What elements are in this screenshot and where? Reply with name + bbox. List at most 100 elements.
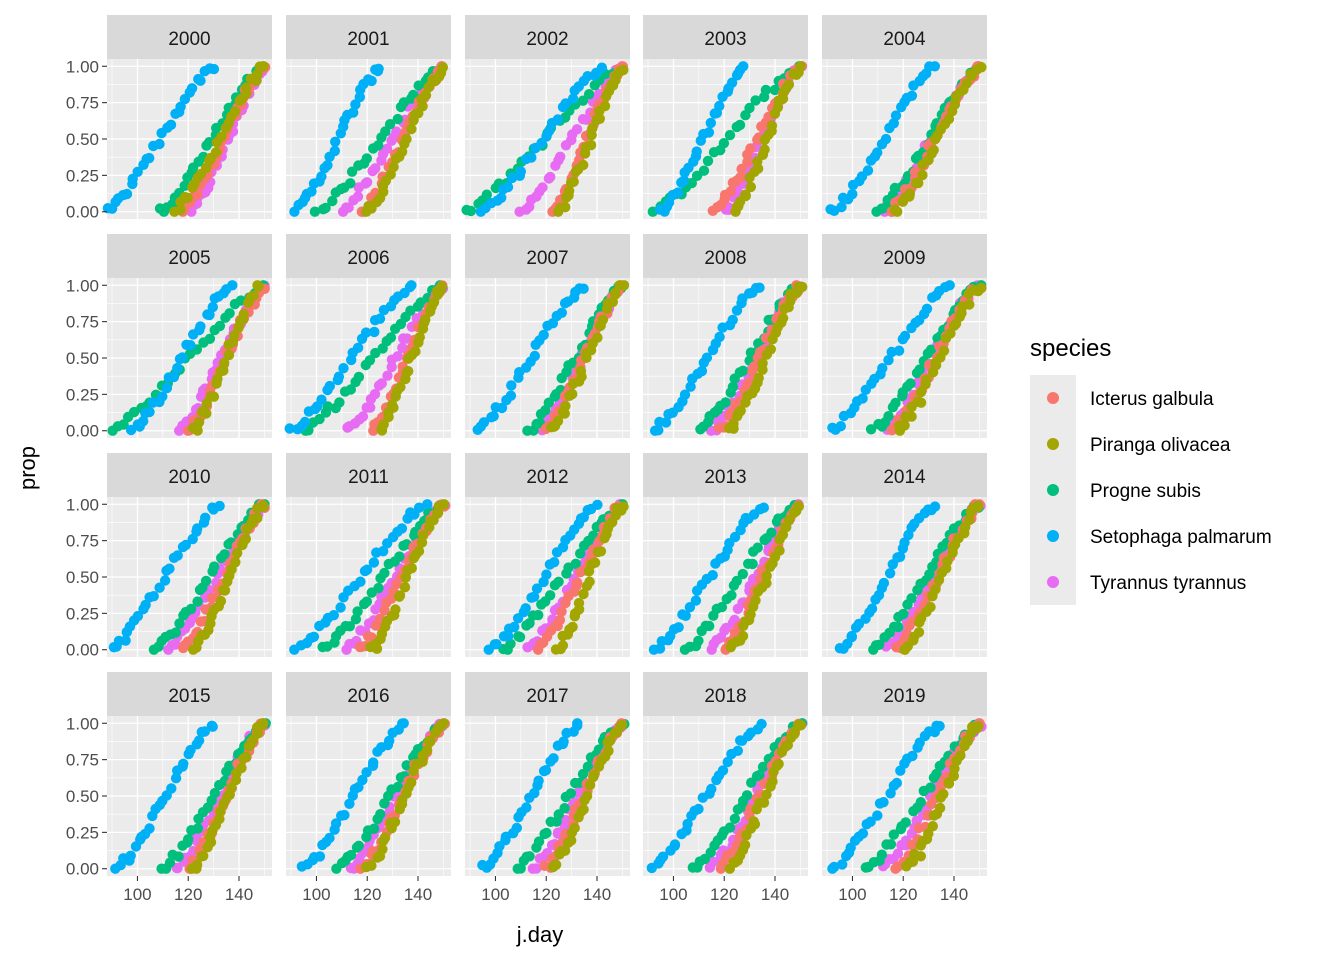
data-point-progne-subis: [481, 189, 492, 200]
data-point-setophaga-palmarum: [185, 340, 196, 351]
data-point-piranga-olivacea: [618, 280, 630, 291]
y-axis-tick-labels: 0.00 0.25 0.50 0.75 1.00 0.00 0.25 0.50 0.75 1.00…: [66, 57, 107, 879]
data-point-setophaga-palmarum: [180, 539, 191, 551]
data-point-piranga-olivacea: [783, 514, 795, 526]
data-point-piranga-olivacea: [573, 597, 585, 609]
data-point-piranga-olivacea: [378, 419, 389, 430]
data-point-progne-subis: [118, 419, 129, 430]
data-point-progne-subis: [353, 371, 365, 383]
data-point-progne-subis: [931, 768, 942, 780]
data-point-piranga-olivacea: [567, 388, 578, 400]
data-point-setophaga-palmarum: [572, 718, 583, 729]
data-point-piranga-olivacea: [191, 859, 203, 871]
data-point-progne-subis: [392, 113, 403, 125]
data-point-progne-subis: [384, 119, 396, 130]
data-point-setophaga-palmarum: [717, 765, 729, 776]
data-point-tyrannus-tyrannus: [555, 151, 566, 162]
data-point-icterus-galbula: [742, 156, 753, 168]
data-point-piranga-olivacea: [201, 408, 212, 419]
data-point-piranga-olivacea: [210, 147, 222, 158]
data-point-piranga-olivacea: [413, 546, 425, 557]
y-axis-title: prop: [15, 446, 40, 490]
data-point-piranga-olivacea: [390, 604, 401, 615]
data-point-tyrannus-tyrannus: [382, 370, 393, 381]
data-point-progne-subis: [309, 206, 321, 217]
data-point-setophaga-palmarum: [324, 832, 335, 844]
facet-strip: [286, 453, 451, 497]
data-point-setophaga-palmarum: [192, 523, 203, 534]
data-point-setophaga-palmarum: [207, 301, 218, 313]
data-point-setophaga-palmarum: [685, 381, 696, 392]
data-point-progne-subis: [720, 397, 731, 408]
data-point-progne-subis: [392, 781, 404, 793]
data-point-tyrannus-tyrannus: [170, 639, 181, 650]
data-point-setophaga-palmarum: [526, 152, 537, 163]
data-point-tyrannus-tyrannus: [531, 863, 542, 874]
data-point-setophaga-palmarum: [168, 371, 180, 383]
data-point-piranga-olivacea: [379, 832, 391, 843]
facet-panel-2016: 2016: [286, 672, 451, 876]
data-point-piranga-olivacea: [748, 816, 759, 827]
data-point-piranga-olivacea: [892, 206, 903, 217]
data-point-setophaga-palmarum: [172, 362, 183, 374]
data-point-progne-subis: [582, 761, 594, 772]
facet-strip: [107, 234, 272, 278]
data-point-setophaga-palmarum: [369, 326, 380, 338]
facet-panel-2000: 2000: [102, 15, 272, 219]
data-point-piranga-olivacea: [257, 718, 268, 729]
points-2018: [646, 718, 808, 874]
data-point-setophaga-palmarum: [200, 512, 211, 523]
data-point-progne-subis: [192, 823, 204, 834]
data-point-piranga-olivacea: [605, 735, 616, 746]
y-tick-label: 0.50: [66, 787, 99, 806]
data-point-piranga-olivacea: [618, 501, 629, 512]
data-point-setophaga-palmarum: [352, 342, 364, 353]
data-point-tyrannus-tyrannus: [370, 163, 381, 174]
y-tick-label: 0.50: [66, 130, 99, 149]
data-point-setophaga-palmarum: [177, 352, 188, 363]
data-point-tyrannus-tyrannus: [376, 378, 387, 389]
data-point-progne-subis: [876, 849, 888, 860]
data-point-setophaga-palmarum: [338, 363, 349, 374]
data-point-piranga-olivacea: [403, 366, 414, 377]
data-point-setophaga-palmarum: [837, 859, 848, 870]
data-point-setophaga-palmarum: [413, 502, 425, 513]
data-point-setophaga-palmarum: [657, 851, 669, 862]
legend-label: Progne subis: [1090, 481, 1201, 502]
data-point-piranga-olivacea: [389, 816, 401, 828]
data-point-setophaga-palmarum: [906, 90, 918, 102]
data-point-setophaga-palmarum: [894, 551, 906, 562]
data-point-setophaga-palmarum: [865, 816, 876, 827]
data-point-setophaga-palmarum: [207, 721, 218, 732]
facet-strip-label: 2011: [348, 467, 389, 488]
data-point-progne-subis: [200, 575, 212, 587]
data-point-piranga-olivacea: [232, 547, 243, 559]
data-point-piranga-olivacea: [550, 859, 562, 870]
data-point-piranga-olivacea: [925, 601, 936, 613]
data-point-progne-subis: [219, 549, 230, 560]
data-point-setophaga-palmarum: [348, 107, 359, 118]
data-point-piranga-olivacea: [230, 557, 241, 568]
data-point-progne-subis: [914, 364, 925, 375]
data-point-setophaga-palmarum: [549, 557, 560, 568]
points-2014: [834, 499, 986, 655]
data-point-piranga-olivacea: [745, 181, 756, 193]
data-point-setophaga-palmarum: [531, 583, 543, 594]
facet-panel-2018: 2018: [643, 672, 808, 876]
data-point-progne-subis: [373, 582, 384, 594]
data-point-tyrannus-tyrannus: [892, 848, 904, 859]
data-point-piranga-olivacea: [795, 61, 806, 72]
data-point-setophaga-palmarum: [175, 101, 186, 113]
y-tick-label: 1.00: [66, 495, 99, 514]
data-point-progne-subis: [744, 102, 755, 114]
data-point-piranga-olivacea: [216, 131, 227, 142]
data-point-piranga-olivacea: [223, 349, 235, 361]
data-point-setophaga-palmarum: [368, 557, 380, 568]
facet-strip-label: 2006: [347, 248, 389, 269]
data-point-setophaga-palmarum: [846, 630, 857, 642]
data-point-progne-subis: [925, 782, 936, 793]
data-point-setophaga-palmarum: [680, 610, 691, 621]
data-point-piranga-olivacea: [915, 386, 927, 398]
data-point-setophaga-palmarum: [944, 280, 955, 291]
facet-strip-label: 2002: [526, 29, 568, 50]
